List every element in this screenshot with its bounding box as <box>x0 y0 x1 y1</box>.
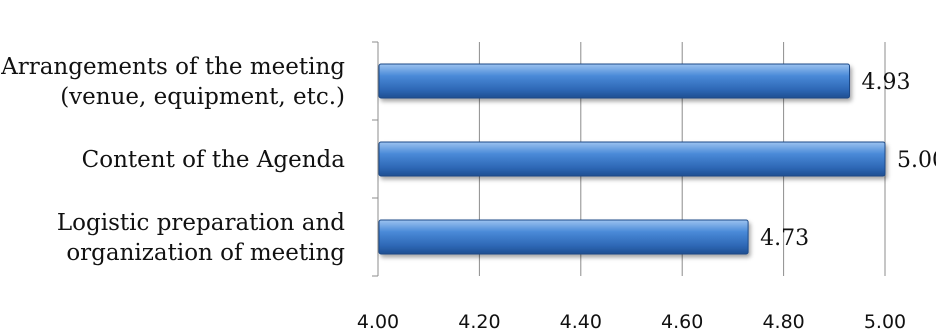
bar <box>378 63 851 99</box>
x-tick-label: 4.00 <box>357 311 399 333</box>
category-label: organization of meeting <box>66 240 345 266</box>
category-label: Content of the Agenda <box>82 147 346 173</box>
data-label: 4.73 <box>760 226 809 251</box>
category-label: Arrangements of the meeting <box>0 54 345 80</box>
data-label: 4.93 <box>862 70 911 95</box>
category-label: Logistic preparation and <box>57 210 345 236</box>
x-tick-label: 4.80 <box>762 311 804 333</box>
x-tick-label: 4.40 <box>560 311 602 333</box>
x-tick-label: 4.60 <box>661 311 703 333</box>
bars <box>378 63 886 255</box>
x-tick-label: 4.20 <box>458 311 500 333</box>
category-labels: Arrangements of the meeting (venue, equip… <box>0 54 345 266</box>
data-label: 5.00 <box>897 148 936 173</box>
category-label: (venue, equipment, etc.) <box>60 84 345 110</box>
axes <box>372 41 379 277</box>
bar <box>378 141 886 177</box>
x-tick-label: 5.00 <box>864 311 906 333</box>
bar <box>378 219 749 255</box>
value-labels: 4.93 5.00 4.73 <box>760 70 936 251</box>
x-tick-labels: 4.00 4.20 4.40 4.60 4.80 5.00 <box>357 311 906 333</box>
